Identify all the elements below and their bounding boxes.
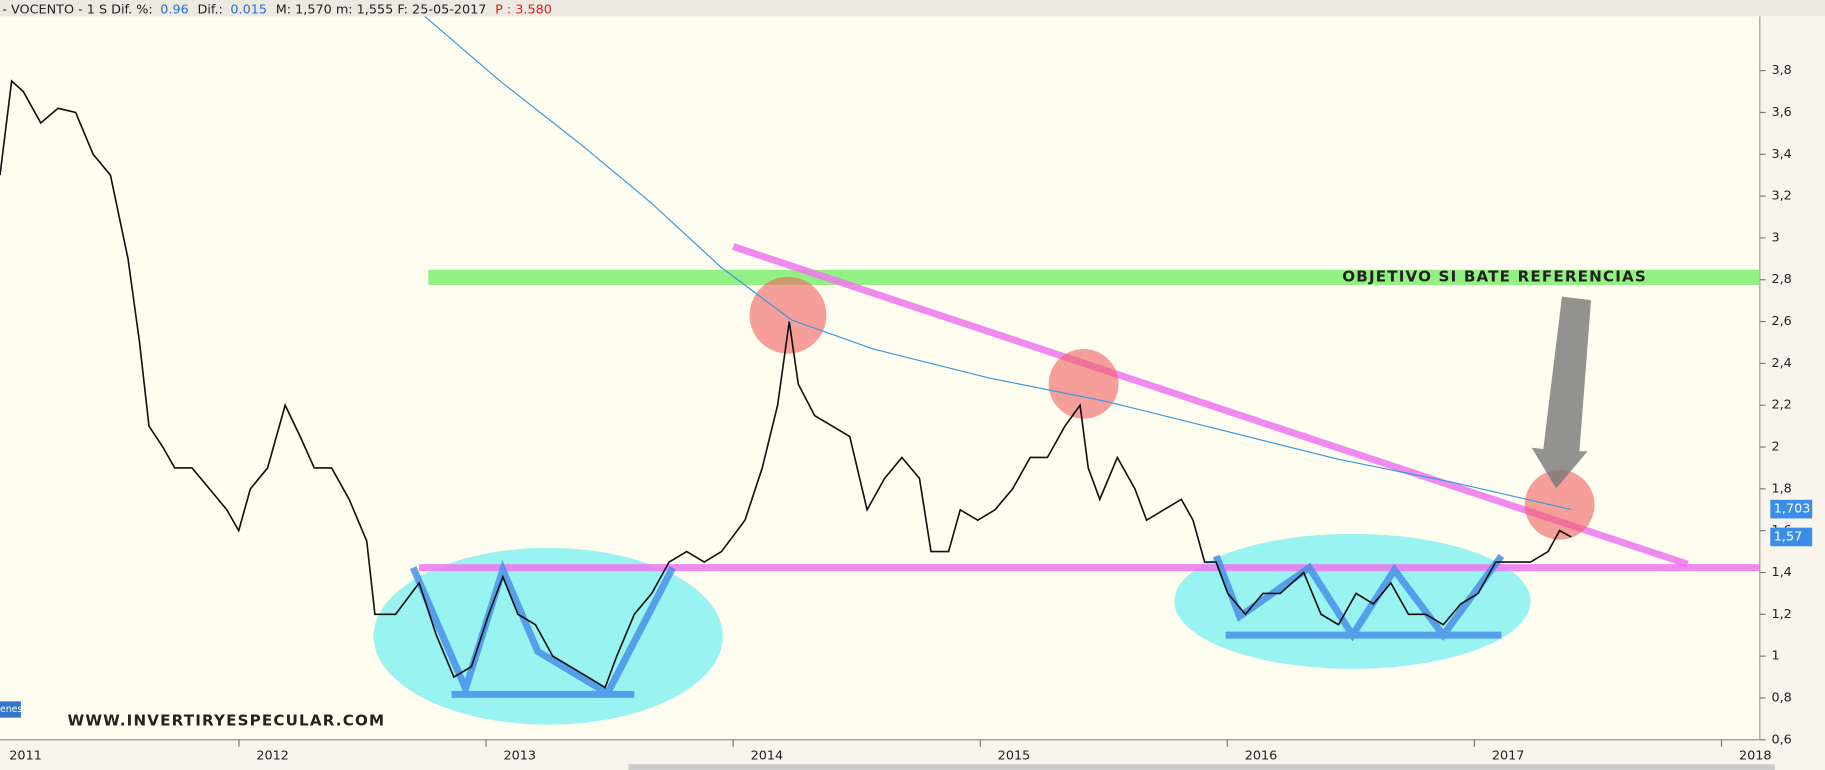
header-p: P : 3.580 xyxy=(495,2,552,17)
price-label: 1,703 xyxy=(1774,502,1811,517)
header-dif: 0.015 xyxy=(230,2,267,17)
y-tick-label: 1,8 xyxy=(1771,481,1791,496)
x-tick-label: 2012 xyxy=(256,749,289,764)
header-name: - VOCENTO - 1 S Dif. %: xyxy=(2,2,152,17)
double-bottom xyxy=(409,553,1505,699)
price-label-box xyxy=(1770,527,1813,547)
price-line xyxy=(0,79,1572,689)
y-tick-label: 1,4 xyxy=(1771,565,1791,580)
y-tick-label: 2 xyxy=(1771,440,1779,455)
side-tab xyxy=(0,701,21,718)
x-tick-label: 2014 xyxy=(751,749,784,764)
y-tick-label: 2,2 xyxy=(1771,398,1791,413)
x-tick-label: 2015 xyxy=(998,749,1031,764)
scrollbar xyxy=(628,764,1775,770)
header: - VOCENTO - 1 S Dif. %: 0.96 Dif.: 0.015… xyxy=(2,2,552,17)
y-tick-label: 2,4 xyxy=(1771,356,1791,371)
price-line xyxy=(424,15,1572,511)
x-tick-label: 2016 xyxy=(1245,749,1278,764)
header-pct: 0.96 xyxy=(160,2,188,17)
y-tick-label: 3,2 xyxy=(1771,189,1791,204)
x-tick-label: 2018 xyxy=(1739,749,1772,764)
highlight-circle xyxy=(1524,469,1595,540)
y-tick-label: 3,4 xyxy=(1771,147,1791,162)
side-tab-label: enes xyxy=(0,704,22,715)
price-label: 1,57 xyxy=(1774,529,1802,544)
y-tick-label: 1 xyxy=(1771,649,1779,664)
y-tick-label: 0,6 xyxy=(1771,732,1791,747)
y-tick-label: 2,8 xyxy=(1771,272,1791,287)
x-tick-label: 2017 xyxy=(1492,749,1525,764)
header-range: M: 1,570 m: 1,555 F: 25-05-2017 xyxy=(276,2,487,17)
header-dif-label: Dif.: xyxy=(198,2,223,17)
highlight-circle xyxy=(749,276,827,354)
y-tick-label: 0,8 xyxy=(1771,690,1791,705)
y-tick-label: 3,8 xyxy=(1771,63,1791,78)
y-tick-label: 2,6 xyxy=(1771,314,1791,329)
y-tick-label: 1,2 xyxy=(1771,607,1791,622)
x-tick-label: 2011 xyxy=(9,749,42,764)
annotation: OBJETIVO SI BATE REFERENCIAS xyxy=(1342,267,1647,285)
y-tick-label: 3,6 xyxy=(1771,105,1791,120)
marks xyxy=(0,15,1572,689)
x-tick-label: 2013 xyxy=(503,749,536,764)
y-axis-area xyxy=(1759,16,1825,770)
watermark: WWW.INVERTIRYESPECULAR.COM xyxy=(68,712,386,730)
header-bar xyxy=(0,0,1825,17)
price-label-box xyxy=(1770,499,1813,519)
y-tick-label: 3 xyxy=(1771,230,1779,245)
highlight-circle xyxy=(1048,348,1119,419)
target-band xyxy=(428,269,1760,285)
arrow xyxy=(1531,296,1592,489)
